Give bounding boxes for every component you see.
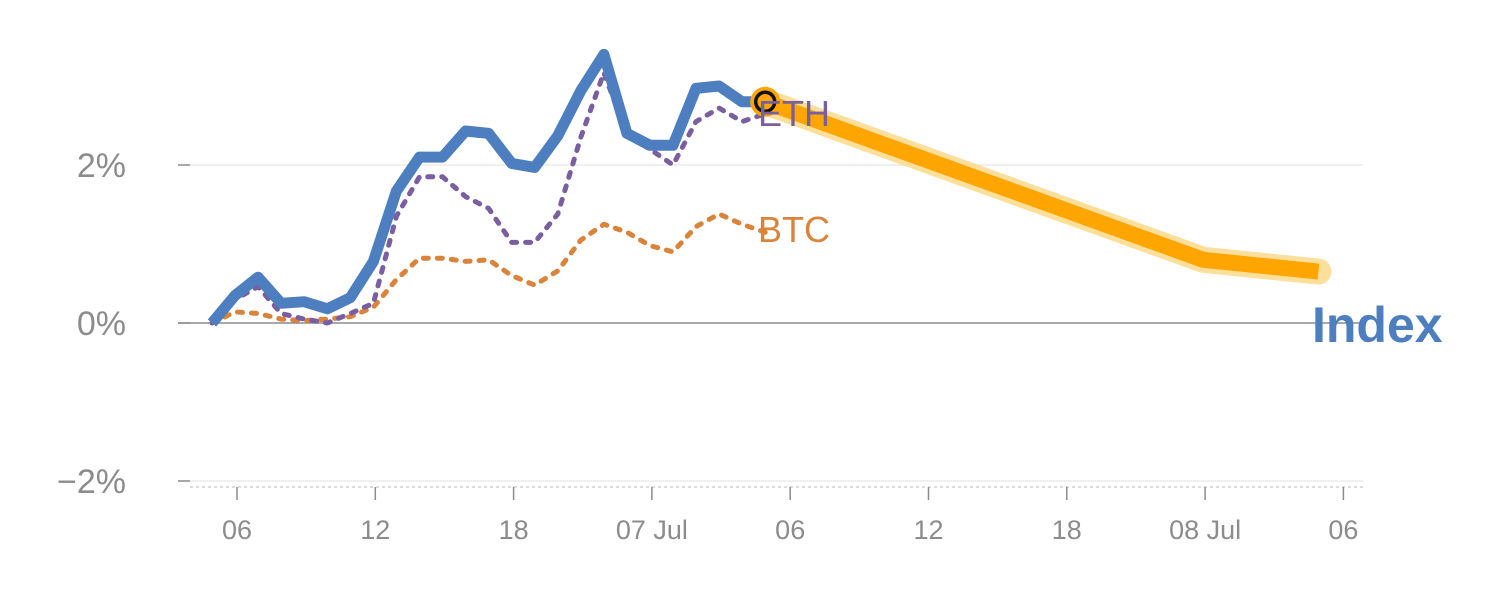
x-tick-label: 07 Jul — [616, 515, 688, 545]
x-tick-label: 18 — [1052, 515, 1082, 545]
x-tick-label: 06 — [1328, 515, 1358, 545]
series-label-eth: ETH — [758, 93, 830, 134]
axes: −2% 0% 2% 06 12 18 07 Jul 06 12 18 08 Jul 06 — [57, 147, 1363, 545]
series-label-btc: BTC — [758, 209, 830, 250]
y-tick-label: 0% — [77, 305, 126, 343]
projection-line — [762, 94, 1320, 280]
series-line-index — [207, 48, 766, 327]
y-tick-label: −2% — [57, 463, 126, 501]
x-tick-label: 08 Jul — [1169, 515, 1241, 545]
x-tick-label: 06 — [775, 515, 805, 545]
x-tick-label: 12 — [360, 515, 390, 545]
x-tick-label: 18 — [499, 515, 529, 545]
series-line-eth — [209, 70, 768, 326]
x-tick-label: 06 — [222, 515, 252, 545]
series-lines — [207, 48, 1332, 327]
gridlines — [178, 164, 1363, 482]
x-tick-label: 12 — [913, 515, 943, 545]
series-labels: ETH BTC Index — [758, 93, 1443, 353]
series-label-index: Index — [1312, 297, 1443, 353]
current-point-marker — [753, 90, 777, 114]
y-tick-label: 2% — [77, 147, 126, 185]
